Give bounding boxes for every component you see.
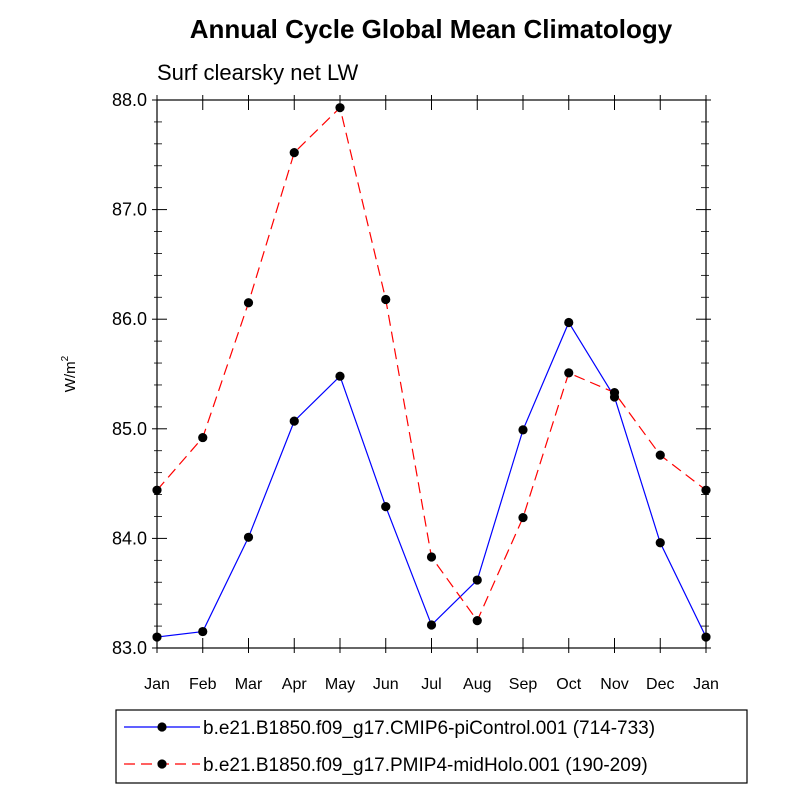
legend: b.e21.B1850.f09_g17.CMIP6-piControl.001 … (115, 709, 748, 784)
x-tick-labels: Jan Feb Mar Apr May Jun Jul Aug Sep Oct Nov Dec Jan (144, 676, 719, 693)
x-tick-label: Jul (421, 676, 441, 693)
data-point (472, 575, 482, 585)
data-point (518, 425, 528, 435)
legend-label-2: b.e21.B1850.f09_g17.PMIP4-midHolo.001 (1… (203, 755, 648, 776)
y-axis-label: W/m2 (60, 355, 79, 392)
y-tick-label: 87.0 (112, 200, 147, 220)
x-tick-label: Jan (144, 676, 170, 693)
series-line (156, 321, 707, 638)
legend-label-1: b.e21.B1850.f09_g17.CMIP6-piControl.001 … (203, 718, 655, 739)
data-point (381, 502, 391, 512)
data-point (243, 532, 254, 542)
x-tick-label: Feb (189, 676, 217, 693)
data-point (243, 298, 254, 308)
y-tick-label: 86.0 (112, 309, 147, 329)
x-tick-label: Apr (282, 676, 308, 693)
data-point (289, 416, 299, 426)
series-group (152, 103, 711, 642)
y-axis-label-text: W/m (62, 361, 79, 392)
plot-frame (156, 99, 707, 649)
data-point (609, 388, 620, 398)
y-tick-label: 88.0 (112, 90, 147, 110)
x-tick-label: Aug (463, 676, 491, 693)
data-point (426, 552, 437, 562)
data-point (289, 148, 299, 158)
data-point (335, 103, 345, 113)
y-tick-label: 84.0 (112, 528, 147, 548)
series-line (156, 106, 707, 622)
x-tick-label: Nov (600, 676, 628, 693)
data-point (518, 512, 528, 523)
y-axis-label-superscript: 2 (60, 355, 71, 361)
chart-title: Annual Cycle Global Mean Climatology (190, 14, 673, 44)
x-tick-label: Jun (373, 676, 399, 693)
data-point (198, 432, 208, 443)
y-tick-label: 83.0 (112, 638, 147, 658)
legend-marker-2 (157, 759, 167, 769)
x-tick-label: Jan (693, 676, 719, 693)
data-point (655, 538, 665, 548)
series-2 (152, 103, 711, 626)
x-tick-label: Dec (646, 676, 674, 693)
data-point (564, 317, 574, 328)
x-tick-label: Mar (235, 676, 263, 693)
legend-marker-1 (157, 722, 167, 732)
data-point (564, 368, 574, 378)
x-tick-label: May (325, 676, 355, 693)
data-point (655, 450, 665, 460)
data-point (335, 371, 345, 381)
axis-ticks (152, 95, 711, 653)
data-point (198, 626, 208, 637)
chart-subtitle: Surf clearsky net LW (157, 60, 359, 85)
x-tick-label: Sep (509, 676, 538, 693)
y-tick-label: 85.0 (112, 419, 147, 439)
y-tick-labels: 83.0 84.0 85.0 86.0 87.0 88.0 (112, 90, 147, 658)
legend-box (115, 709, 748, 784)
series-1 (152, 317, 711, 642)
data-point (472, 616, 482, 626)
data-point (426, 620, 437, 630)
data-point (381, 294, 391, 305)
svg-text:W/m2: W/m2 (60, 355, 79, 392)
x-tick-label: Oct (556, 676, 581, 693)
